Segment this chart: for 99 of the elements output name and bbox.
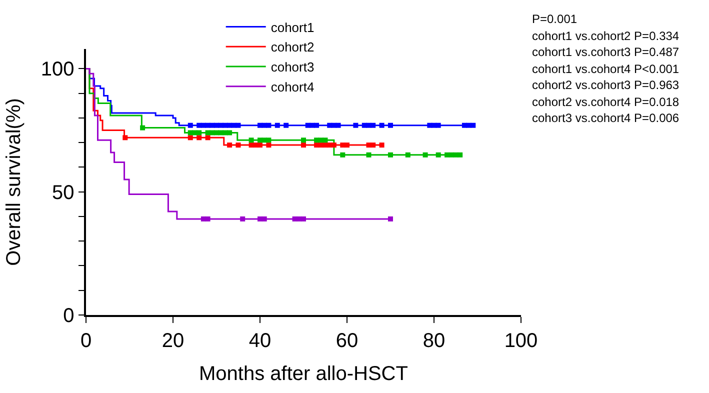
point <box>448 152 454 158</box>
point <box>262 216 267 222</box>
point <box>196 130 202 136</box>
point <box>210 122 215 128</box>
point <box>422 152 428 158</box>
text: cohort1 vs.cohort4 P<0.001 <box>532 62 680 76</box>
x-tick-label: 40 <box>248 330 272 352</box>
point <box>227 130 232 136</box>
point <box>214 122 219 128</box>
point <box>327 142 332 148</box>
x-tick-label: 20 <box>162 330 184 352</box>
point <box>296 216 302 222</box>
point <box>122 135 128 140</box>
point <box>248 138 254 143</box>
point <box>210 130 215 136</box>
x-axis-title: Months after allo-HSCT <box>199 362 408 385</box>
point <box>258 122 262 128</box>
text: cohort2 vs.cohort4 P=0.018 <box>532 95 680 109</box>
point <box>140 125 146 130</box>
point <box>274 122 280 128</box>
point <box>188 130 193 136</box>
x-tick-label: 0 <box>80 330 92 352</box>
point <box>436 122 441 128</box>
text: cohort1 vs.cohort3 P=0.487 <box>532 45 680 59</box>
point <box>188 122 193 128</box>
x-tick-label: 60 <box>336 330 358 352</box>
point <box>236 122 241 128</box>
point <box>188 135 193 140</box>
y-tick-label: 100 <box>40 58 74 81</box>
point <box>222 130 228 136</box>
point <box>331 142 336 148</box>
point <box>196 122 202 128</box>
point <box>353 122 358 128</box>
point <box>227 122 232 128</box>
legend-label: cohort1 <box>270 20 314 35</box>
point <box>427 122 432 128</box>
point <box>362 122 367 128</box>
point <box>314 122 320 128</box>
x-tick-label: 80 <box>422 330 446 352</box>
point <box>236 142 241 148</box>
point <box>370 142 376 148</box>
text: P=0.001 <box>532 12 578 26</box>
legend-label: cohort3 <box>270 60 314 75</box>
point <box>266 122 272 128</box>
point <box>258 142 262 148</box>
point <box>322 138 328 143</box>
point <box>200 122 206 128</box>
point <box>388 122 393 128</box>
point <box>284 122 289 128</box>
point <box>205 216 210 222</box>
point <box>458 152 463 158</box>
point <box>336 122 341 128</box>
point <box>340 142 346 148</box>
point <box>327 122 332 128</box>
point <box>379 142 384 148</box>
point <box>214 130 219 136</box>
point <box>318 138 324 143</box>
point <box>258 138 262 143</box>
point <box>314 138 320 143</box>
y-tick-label: 50 <box>52 182 74 204</box>
point <box>266 142 272 148</box>
point <box>231 122 236 128</box>
point <box>253 142 258 148</box>
point <box>444 152 450 158</box>
point <box>258 216 262 222</box>
point <box>301 142 306 148</box>
point <box>318 142 324 148</box>
point <box>196 135 202 140</box>
point <box>301 138 306 143</box>
point <box>388 216 393 222</box>
y-tick-label: 0 <box>63 305 74 327</box>
text: cohort1 vs.cohort2 P=0.334 <box>532 29 680 43</box>
point <box>462 122 467 128</box>
text: cohort3 vs.cohort4 P=0.006 <box>532 111 680 125</box>
point <box>379 122 384 128</box>
legend-label: cohort4 <box>270 79 314 94</box>
point <box>200 216 206 222</box>
point <box>366 152 372 158</box>
point <box>344 142 350 148</box>
point <box>405 152 410 158</box>
point <box>388 152 393 158</box>
point <box>331 122 336 128</box>
point <box>340 152 346 158</box>
point <box>240 216 246 222</box>
point <box>222 122 228 128</box>
point <box>301 216 306 222</box>
point <box>470 122 476 128</box>
legend-label: cohort2 <box>270 40 314 55</box>
point <box>314 142 320 148</box>
y-axis-title: Overall survival(%) <box>2 98 25 266</box>
text: cohort2 vs.cohort3 P=0.963 <box>532 78 680 92</box>
point <box>266 138 272 143</box>
x-tick-label: 100 <box>504 330 538 352</box>
point <box>370 122 376 128</box>
point <box>227 142 232 148</box>
point <box>432 122 436 128</box>
point <box>205 135 210 140</box>
point <box>310 122 315 128</box>
point <box>436 152 441 158</box>
